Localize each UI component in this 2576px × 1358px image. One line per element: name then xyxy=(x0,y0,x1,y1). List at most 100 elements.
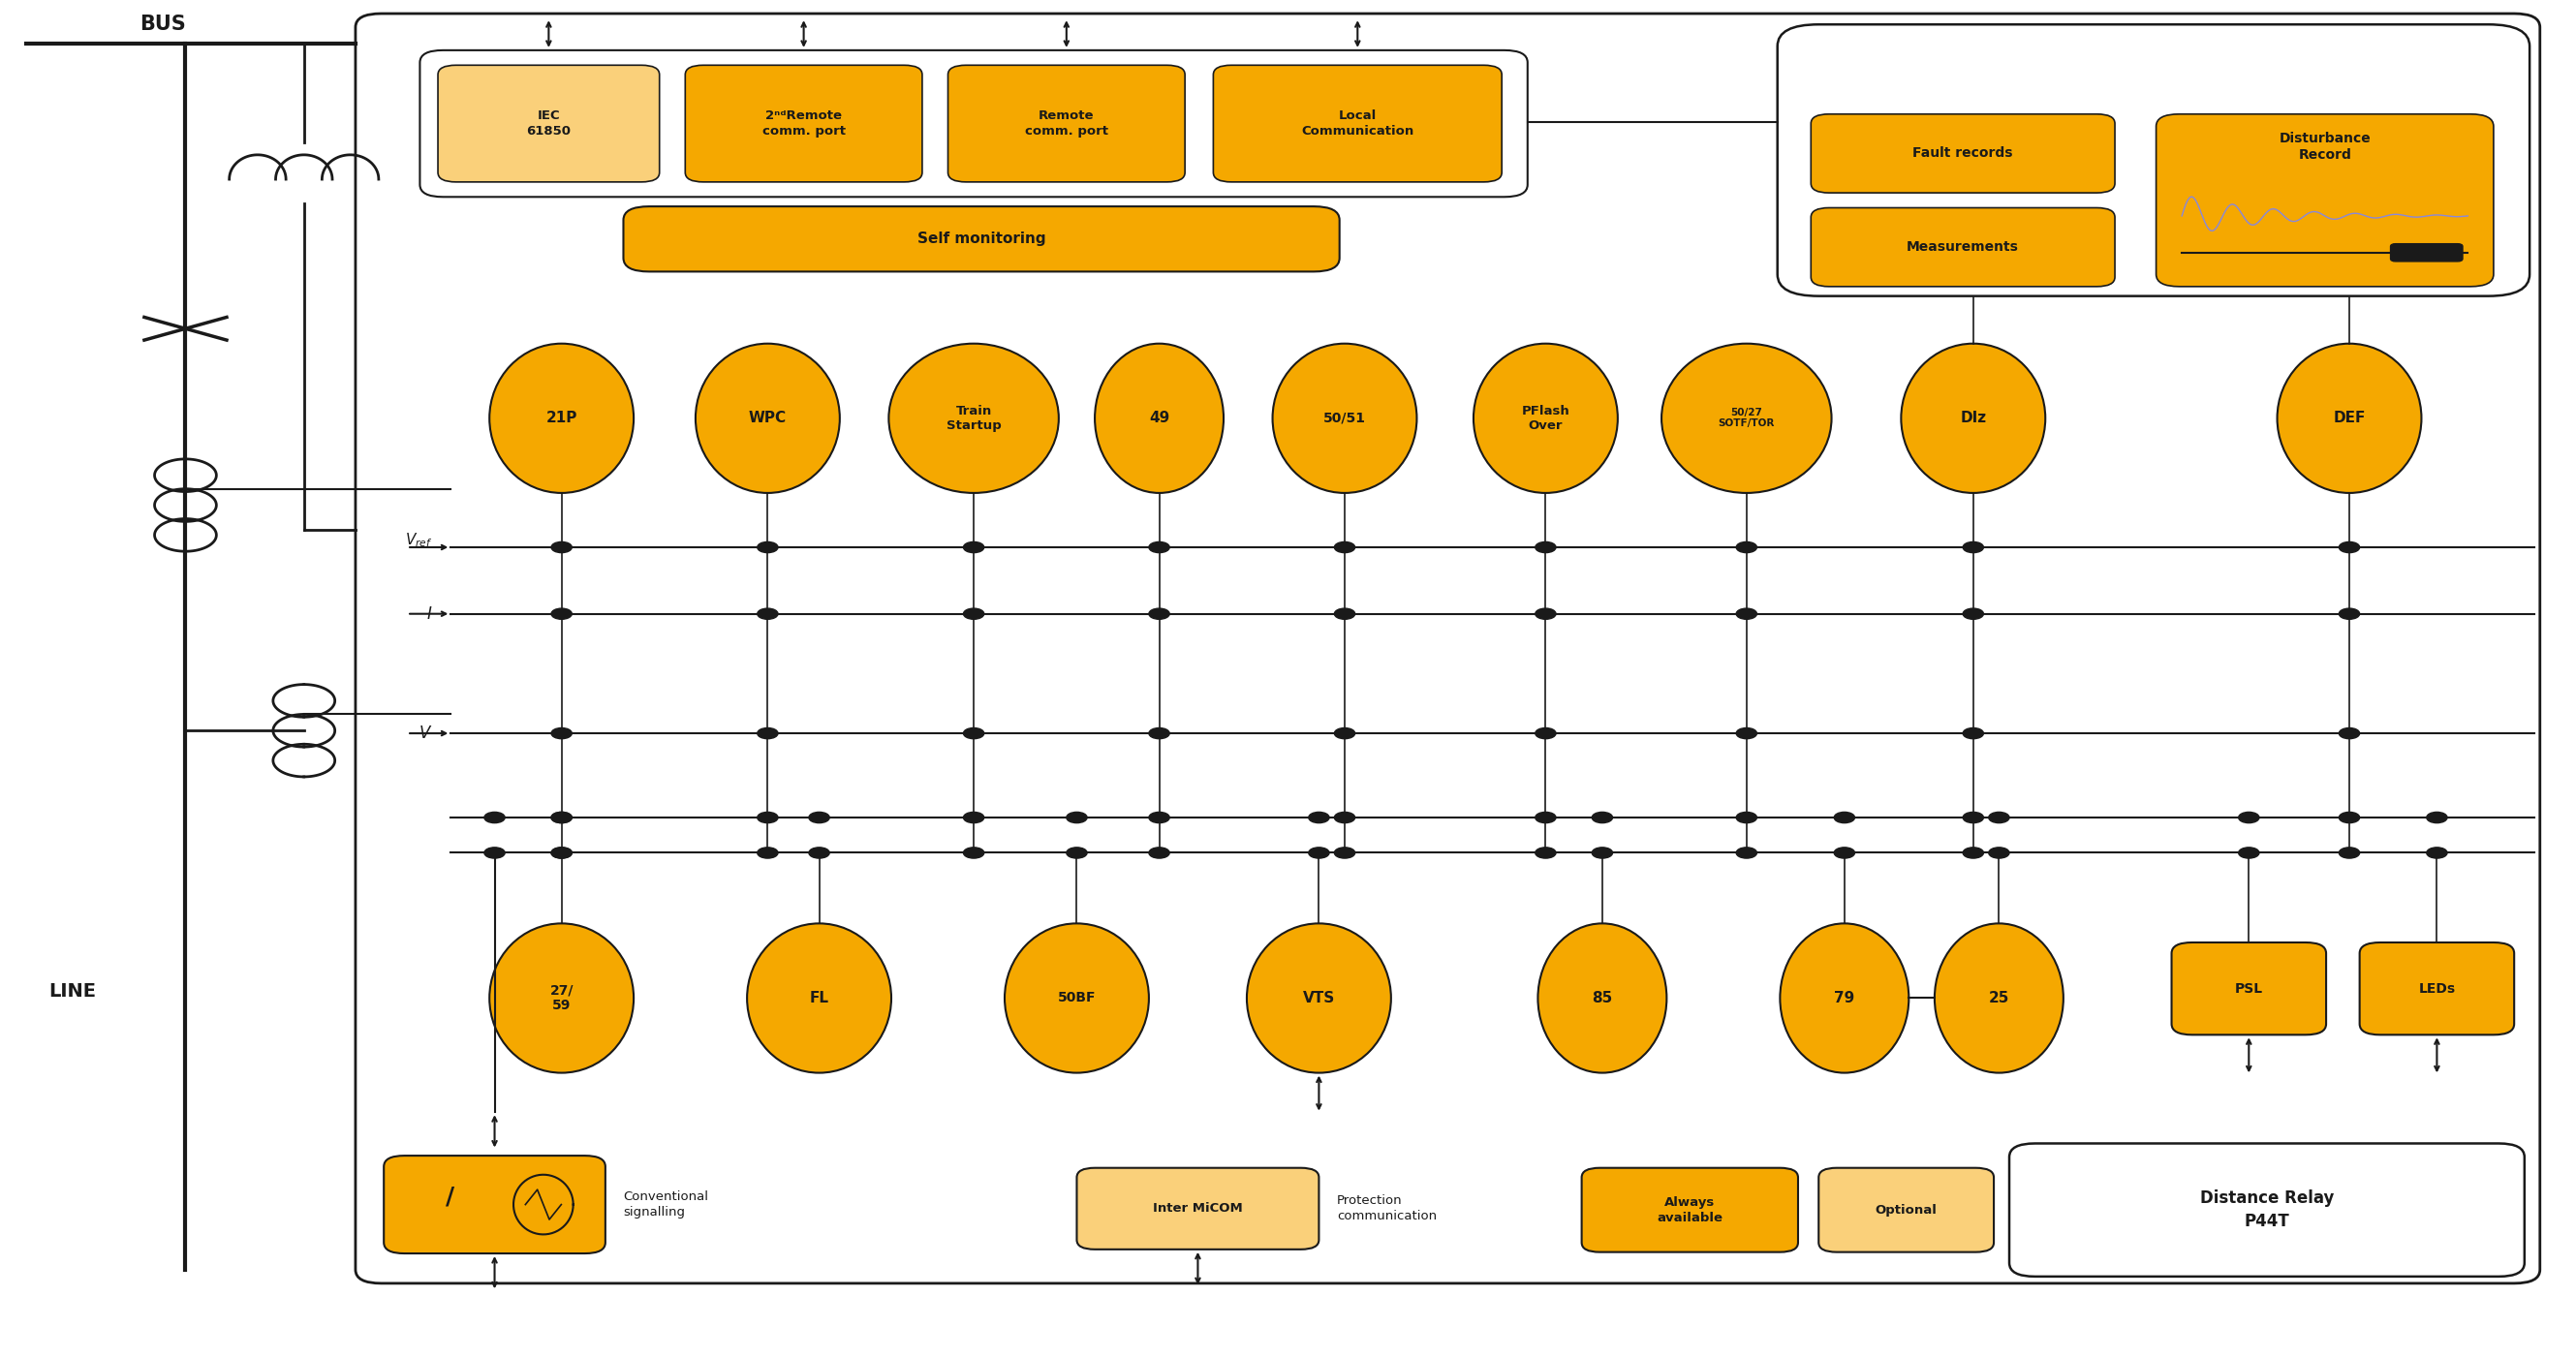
Text: 25: 25 xyxy=(1989,991,2009,1005)
Text: 50BF: 50BF xyxy=(1059,991,1095,1005)
Text: $V_{ref}$: $V_{ref}$ xyxy=(404,531,433,550)
Text: Conventional
signalling: Conventional signalling xyxy=(623,1191,708,1218)
Circle shape xyxy=(2239,812,2259,823)
Text: 50/51: 50/51 xyxy=(1324,411,1365,425)
Text: IEC
61850: IEC 61850 xyxy=(526,110,572,137)
Circle shape xyxy=(1963,812,1984,823)
Text: 27/
59: 27/ 59 xyxy=(549,983,574,1013)
Text: PSL: PSL xyxy=(2236,982,2262,995)
FancyBboxPatch shape xyxy=(2009,1143,2524,1277)
Ellipse shape xyxy=(747,923,891,1073)
Circle shape xyxy=(1535,847,1556,858)
Ellipse shape xyxy=(696,344,840,493)
Text: Inter MiCOM: Inter MiCOM xyxy=(1154,1202,1242,1215)
FancyBboxPatch shape xyxy=(355,14,2540,1283)
Circle shape xyxy=(551,812,572,823)
Circle shape xyxy=(1066,847,1087,858)
FancyBboxPatch shape xyxy=(420,50,1528,197)
Circle shape xyxy=(551,847,572,858)
Circle shape xyxy=(1334,542,1355,553)
Circle shape xyxy=(1066,812,1087,823)
Ellipse shape xyxy=(1662,344,1832,493)
Circle shape xyxy=(484,812,505,823)
Circle shape xyxy=(1963,847,1984,858)
Circle shape xyxy=(1736,847,1757,858)
Text: Measurements: Measurements xyxy=(1906,240,2020,254)
Circle shape xyxy=(2339,812,2360,823)
Text: /: / xyxy=(446,1184,456,1209)
Circle shape xyxy=(1592,812,1613,823)
Circle shape xyxy=(963,608,984,619)
Circle shape xyxy=(1989,847,2009,858)
Circle shape xyxy=(1149,812,1170,823)
Text: 2ⁿᵈRemote
comm. port: 2ⁿᵈRemote comm. port xyxy=(762,110,845,137)
Circle shape xyxy=(809,847,829,858)
Circle shape xyxy=(963,847,984,858)
Circle shape xyxy=(551,728,572,739)
Ellipse shape xyxy=(1247,923,1391,1073)
Circle shape xyxy=(2427,847,2447,858)
Circle shape xyxy=(2239,847,2259,858)
Circle shape xyxy=(757,728,778,739)
Circle shape xyxy=(1149,608,1170,619)
Text: Protection
communication: Protection communication xyxy=(1337,1195,1437,1222)
Circle shape xyxy=(1535,812,1556,823)
Circle shape xyxy=(963,542,984,553)
Circle shape xyxy=(757,608,778,619)
Text: WPC: WPC xyxy=(750,411,786,425)
Circle shape xyxy=(1334,608,1355,619)
Ellipse shape xyxy=(1095,344,1224,493)
Circle shape xyxy=(1736,608,1757,619)
Circle shape xyxy=(1309,847,1329,858)
Circle shape xyxy=(1334,728,1355,739)
Circle shape xyxy=(1736,812,1757,823)
Ellipse shape xyxy=(889,344,1059,493)
FancyBboxPatch shape xyxy=(1811,208,2115,287)
FancyBboxPatch shape xyxy=(1819,1168,1994,1252)
Circle shape xyxy=(1309,812,1329,823)
Ellipse shape xyxy=(1005,923,1149,1073)
FancyBboxPatch shape xyxy=(1582,1168,1798,1252)
Text: Distance Relay
P44T: Distance Relay P44T xyxy=(2200,1190,2334,1230)
Ellipse shape xyxy=(1901,344,2045,493)
Text: 50/27
SOTF/TOR: 50/27 SOTF/TOR xyxy=(1718,407,1775,429)
Ellipse shape xyxy=(1273,344,1417,493)
Text: Local
Communication: Local Communication xyxy=(1301,110,1414,137)
Text: VTS: VTS xyxy=(1303,991,1334,1005)
FancyBboxPatch shape xyxy=(1811,114,2115,193)
Circle shape xyxy=(1334,812,1355,823)
Text: DIz: DIz xyxy=(1960,411,1986,425)
Circle shape xyxy=(2339,728,2360,739)
FancyBboxPatch shape xyxy=(384,1156,605,1253)
FancyBboxPatch shape xyxy=(438,65,659,182)
Circle shape xyxy=(1592,847,1613,858)
Text: $I$: $I$ xyxy=(428,606,433,622)
Circle shape xyxy=(551,542,572,553)
Circle shape xyxy=(1736,728,1757,739)
Text: Always
available: Always available xyxy=(1656,1196,1723,1224)
Ellipse shape xyxy=(1473,344,1618,493)
FancyBboxPatch shape xyxy=(2172,942,2326,1035)
FancyBboxPatch shape xyxy=(948,65,1185,182)
Text: LINE: LINE xyxy=(49,982,95,1001)
Circle shape xyxy=(1736,542,1757,553)
Text: Fault records: Fault records xyxy=(1914,147,2012,160)
Circle shape xyxy=(757,812,778,823)
Circle shape xyxy=(2339,542,2360,553)
Circle shape xyxy=(1334,847,1355,858)
Text: FL: FL xyxy=(809,991,829,1005)
Circle shape xyxy=(551,812,572,823)
Circle shape xyxy=(1963,728,1984,739)
Text: 21P: 21P xyxy=(546,411,577,425)
Circle shape xyxy=(1535,542,1556,553)
Circle shape xyxy=(551,608,572,619)
Circle shape xyxy=(1535,728,1556,739)
Circle shape xyxy=(1149,542,1170,553)
Circle shape xyxy=(757,542,778,553)
Text: 49: 49 xyxy=(1149,411,1170,425)
Circle shape xyxy=(2427,812,2447,823)
Text: LEDs: LEDs xyxy=(2419,982,2455,995)
FancyBboxPatch shape xyxy=(1077,1168,1319,1249)
Text: Disturbance
Record: Disturbance Record xyxy=(2280,132,2370,162)
Text: $V$: $V$ xyxy=(420,725,433,741)
